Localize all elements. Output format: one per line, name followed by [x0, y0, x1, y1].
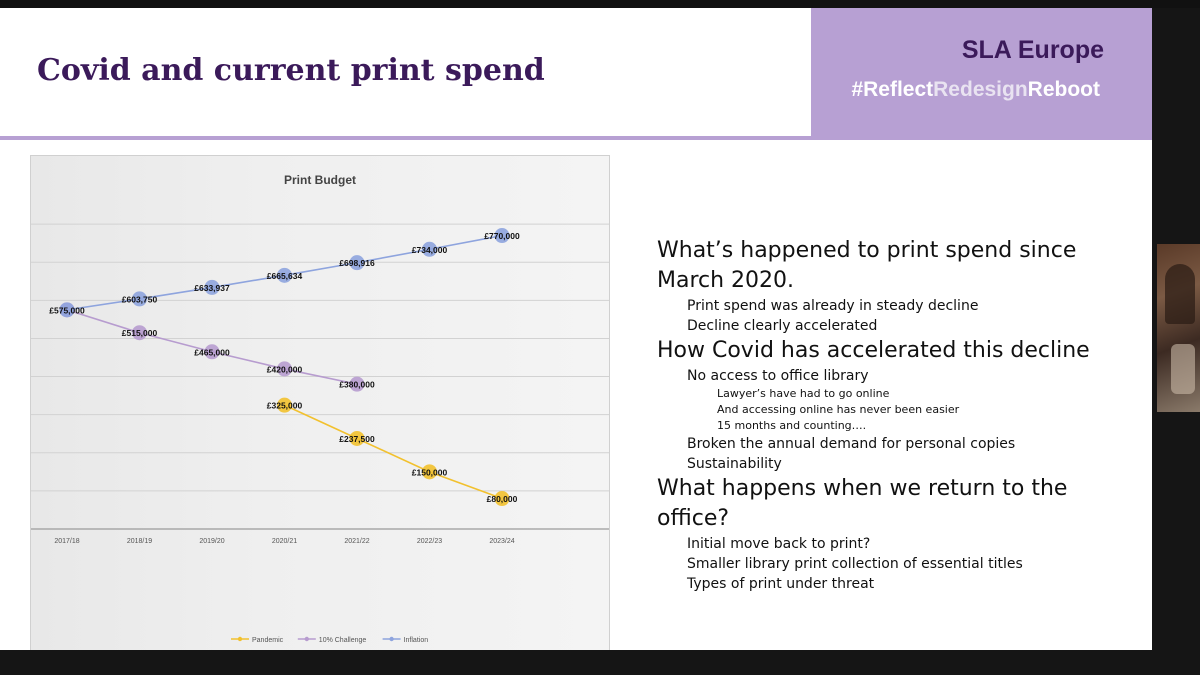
- data-label: £237,500: [339, 434, 375, 444]
- x-tick-label: 2017/18: [54, 538, 79, 545]
- data-point: [132, 291, 147, 307]
- x-tick-label: 2023/24: [489, 538, 514, 545]
- bullet-level3: And accessing online has never been easi…: [717, 403, 960, 416]
- bullet-level1: office?: [657, 506, 730, 531]
- legend-marker: [237, 636, 243, 642]
- bullet-level2: Sustainability: [687, 456, 782, 472]
- webcam-thumbnail: [1157, 244, 1200, 412]
- slide: Covid and current print spend SLA Europe…: [0, 8, 1152, 650]
- data-point: [422, 464, 437, 480]
- x-tick-label: 2018/19: [127, 538, 152, 545]
- brand-name: SLA Europe: [961, 36, 1104, 64]
- data-label: £380,000: [339, 380, 375, 390]
- bullet-list: What’s happened to print spend since Marc…: [657, 236, 1137, 594]
- data-point: [204, 279, 220, 295]
- bullet-level2: Types of print under threat: [687, 576, 875, 592]
- data-point: [349, 376, 365, 392]
- data-label: £515,000: [122, 328, 158, 338]
- data-point: [349, 255, 365, 271]
- hashtag: #ReflectRedesignReboot: [851, 78, 1100, 102]
- data-point: [422, 241, 437, 257]
- series-line-pandemic: [284, 404, 503, 500]
- webcam-person: [1165, 264, 1195, 324]
- data-point: [277, 397, 292, 413]
- legend-label: Inflation: [404, 637, 429, 644]
- webcam-object: [1171, 344, 1195, 394]
- print-budget-chart: Print Budget 2017/18 2018/19 2019/20 2020/21…: [31, 173, 609, 644]
- hashtag-redesign: Redesign: [933, 78, 1028, 101]
- slide-title: Covid and current print spend: [37, 53, 545, 88]
- bullet-level2: Smaller library print collection of esse…: [687, 556, 1023, 572]
- bullet-level3: 15 months and counting….: [717, 419, 867, 432]
- data-label: £80,000: [487, 494, 518, 504]
- x-tick-label: 2022/23: [417, 538, 442, 545]
- data-label: £665,634: [267, 271, 303, 281]
- data-point: [59, 302, 75, 318]
- data-point: [204, 344, 220, 360]
- legend-label: 10% Challenge: [319, 637, 367, 644]
- chart-title: Print Budget: [284, 173, 356, 187]
- chart-panel: Print Budget 2017/18 2018/19 2019/20 2020/21…: [30, 155, 610, 650]
- data-label: £150,000: [412, 467, 448, 477]
- data-point: [494, 228, 510, 244]
- bullet-level2: No access to office library: [687, 368, 869, 384]
- bullet-level1: How Covid has accelerated this decline: [657, 338, 1090, 363]
- bullet-level2: Decline clearly accelerated: [687, 318, 878, 334]
- legend-marker: [389, 636, 394, 642]
- hashtag-reflect: #Reflect: [851, 78, 934, 101]
- bullet-level2: Initial move back to print?: [687, 536, 871, 552]
- hashtag-reboot: Reboot: [1027, 78, 1100, 101]
- data-point: [277, 267, 292, 283]
- legend-label: Pandemic: [252, 637, 284, 644]
- data-point: [349, 430, 365, 446]
- legend-marker: [304, 636, 309, 642]
- title-divider: [0, 136, 811, 140]
- data-point: [277, 361, 292, 377]
- bullet-level1: What happens when we return to the: [657, 476, 1068, 501]
- x-tick-label: 2020/21: [272, 538, 297, 545]
- bullet-level1: March 2020.: [657, 268, 795, 293]
- data-label: £465,000: [194, 347, 230, 357]
- bullet-level3: Lawyer’s have had to go online: [717, 387, 890, 400]
- data-label: £575,000: [49, 305, 85, 315]
- x-tick-label: 2019/20: [199, 538, 224, 545]
- brand-box: SLA Europe #ReflectRedesignReboot: [811, 8, 1152, 140]
- data-point: [132, 325, 147, 341]
- x-tick-label: 2021/22: [344, 538, 369, 545]
- data-label: £633,937: [194, 283, 230, 293]
- bullet-level1: What’s happened to print spend since: [657, 238, 1077, 263]
- data-label: £420,000: [267, 364, 303, 374]
- data-label: £698,916: [339, 258, 375, 268]
- data-label: £770,000: [484, 231, 520, 241]
- data-label: £734,000: [412, 245, 448, 255]
- bullet-level2: Print spend was already in steady declin…: [687, 298, 979, 314]
- data-label: £603,750: [122, 294, 158, 304]
- data-label: £325,000: [267, 401, 303, 411]
- data-point: [494, 491, 510, 507]
- title-band: Covid and current print spend: [0, 8, 810, 136]
- bullet-level2: Broken the annual demand for personal co…: [687, 436, 1016, 452]
- top-bar: [0, 0, 1200, 8]
